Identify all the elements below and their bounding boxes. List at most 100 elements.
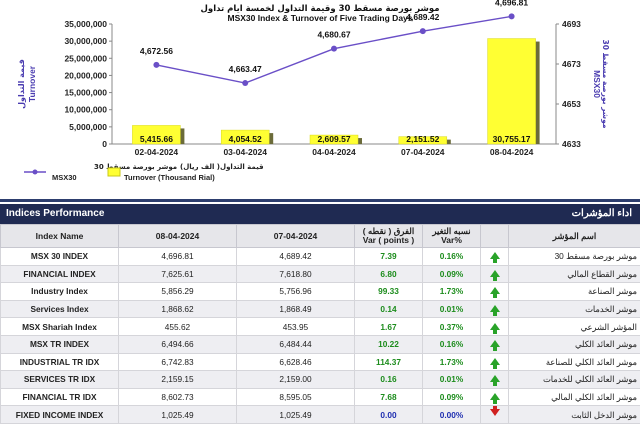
cell-index-name: Services Index bbox=[1, 300, 119, 318]
cell-var-points: 7.68 bbox=[355, 388, 423, 406]
left-tick-label: 35,000,000 bbox=[64, 19, 107, 29]
cell-index-name: FIXED INCOME INDEX bbox=[1, 406, 119, 424]
cell-var-percent: 1.73% bbox=[423, 283, 481, 301]
cell-direction bbox=[481, 388, 509, 406]
cell-var-percent: 0.01% bbox=[423, 300, 481, 318]
cell-value-previous: 453.95 bbox=[237, 318, 355, 336]
arrow-up-icon bbox=[490, 358, 500, 365]
cell-direction bbox=[481, 318, 509, 336]
cell-value-previous: 1,868.49 bbox=[237, 300, 355, 318]
cell-value-current: 5,856.29 bbox=[119, 283, 237, 301]
x-tick-label: 03-04-2024 bbox=[223, 147, 267, 157]
cell-direction bbox=[481, 353, 509, 371]
arrow-up-icon bbox=[490, 340, 500, 347]
line-data-label: 4,696.81 bbox=[495, 0, 528, 7]
legend-line-label: MSX30 bbox=[52, 173, 77, 182]
bar-data-label: 30,755.17 bbox=[493, 134, 531, 144]
line-data-label: 4,689.42 bbox=[406, 12, 439, 22]
arrow-up-icon bbox=[490, 252, 500, 259]
arrow-up-icon bbox=[490, 375, 500, 382]
right-axis-title: MSX30 bbox=[592, 70, 602, 98]
cell-index-name-ar: موشر العائد الكلي bbox=[509, 335, 640, 353]
cell-var-points: 114.37 bbox=[355, 353, 423, 371]
left-tick-label: 10,000,000 bbox=[64, 105, 107, 115]
line-point bbox=[242, 80, 248, 86]
cell-direction bbox=[481, 300, 509, 318]
chart-title: MSX30 Index & Turnover of Five Trading D… bbox=[228, 13, 413, 23]
header-date1: 08-04-2024 bbox=[119, 225, 237, 248]
cell-var-points: 10.22 bbox=[355, 335, 423, 353]
header-varp-en: Var% bbox=[425, 236, 478, 245]
cell-var-points: 1.67 bbox=[355, 318, 423, 336]
line-data-label: 4,672.56 bbox=[140, 46, 173, 56]
header-var: الفرق ( نقطه ) Var ( points ) bbox=[355, 225, 423, 248]
cell-var-percent: 0.00% bbox=[423, 406, 481, 424]
bar bbox=[488, 39, 536, 144]
left-tick-label: 15,000,000 bbox=[64, 88, 107, 98]
arrow-up-icon bbox=[490, 287, 500, 294]
left-axis-title: Turnover bbox=[27, 65, 37, 102]
cell-direction bbox=[481, 371, 509, 389]
cell-index-name: SERVICES TR IDX bbox=[1, 371, 119, 389]
legend-line-marker bbox=[33, 170, 38, 175]
cell-index-name: FINANCIAL TR IDX bbox=[1, 388, 119, 406]
x-tick-label: 04-04-2024 bbox=[312, 147, 356, 157]
cell-var-percent: 0.01% bbox=[423, 371, 481, 389]
section-divider bbox=[0, 199, 640, 202]
cell-index-name-ar: المؤشر الشرعي bbox=[509, 318, 640, 336]
cell-direction bbox=[481, 248, 509, 266]
cell-index-name: MSX TR INDEX bbox=[1, 335, 119, 353]
line-point bbox=[331, 46, 337, 52]
cell-index-name-ar: موشر الدخل الثابت bbox=[509, 406, 640, 424]
cell-var-percent: 0.16% bbox=[423, 335, 481, 353]
cell-value-previous: 6,484.44 bbox=[237, 335, 355, 353]
header-arrow bbox=[481, 225, 509, 248]
cell-var-points: 0.16 bbox=[355, 371, 423, 389]
cell-index-name-ar: موشر العائد الكلي للصناعة bbox=[509, 353, 640, 371]
legend-bar-swatch bbox=[108, 168, 120, 176]
header-var-en: Var ( points ) bbox=[357, 236, 420, 245]
cell-index-name-ar: موشر الصناعة bbox=[509, 283, 640, 301]
left-tick-label: 30,000,000 bbox=[64, 36, 107, 46]
cell-value-previous: 2,159.00 bbox=[237, 371, 355, 389]
cell-value-current: 1,025.49 bbox=[119, 406, 237, 424]
cell-var-points: 0.14 bbox=[355, 300, 423, 318]
cell-value-current: 6,742.83 bbox=[119, 353, 237, 371]
right-tick-label: 4673 bbox=[562, 59, 581, 69]
cell-index-name: MSX 30 INDEX bbox=[1, 248, 119, 266]
line-point bbox=[420, 28, 426, 34]
cell-var-percent: 1.73% bbox=[423, 353, 481, 371]
section-title-ar: اداء المؤشرات bbox=[572, 208, 632, 219]
indices-table: Index Name 08-04-2024 07-04-2024 الفرق (… bbox=[0, 224, 640, 424]
cell-var-points: 6.80 bbox=[355, 265, 423, 283]
cell-index-name-ar: موشر العائد الكلي المالي bbox=[509, 388, 640, 406]
chart-panel: موشر بورصة مسقط 30 وقيمة التداول لخمسة ا… bbox=[0, 0, 640, 200]
left-tick-label: 5,000,000 bbox=[69, 122, 107, 132]
bar-data-label: 4,054.52 bbox=[229, 134, 262, 144]
cell-value-previous: 1,025.49 bbox=[237, 406, 355, 424]
cell-value-previous: 5,756.96 bbox=[237, 283, 355, 301]
x-tick-label: 08-04-2024 bbox=[490, 147, 534, 157]
cell-value-previous: 6,628.46 bbox=[237, 353, 355, 371]
right-tick-label: 4633 bbox=[562, 139, 581, 149]
cell-value-previous: 8,595.05 bbox=[237, 388, 355, 406]
header-varp: نسبه التغير Var% bbox=[423, 225, 481, 248]
cell-var-percent: 0.09% bbox=[423, 265, 481, 283]
legend-bar-label: Turnover (Thousand Rial) bbox=[124, 173, 215, 182]
cell-value-current: 8,602.73 bbox=[119, 388, 237, 406]
cell-index-name-ar: موشر القطاع المالي bbox=[509, 265, 640, 283]
cell-var-percent: 0.37% bbox=[423, 318, 481, 336]
header-index-name: Index Name bbox=[1, 225, 119, 248]
arrow-down-icon bbox=[490, 409, 500, 416]
cell-direction bbox=[481, 265, 509, 283]
cell-index-name: MSX Shariah Index bbox=[1, 318, 119, 336]
section-header: Indices Performance اداء المؤشرات bbox=[0, 204, 640, 224]
cell-index-name-ar: موشر الخدمات bbox=[509, 300, 640, 318]
